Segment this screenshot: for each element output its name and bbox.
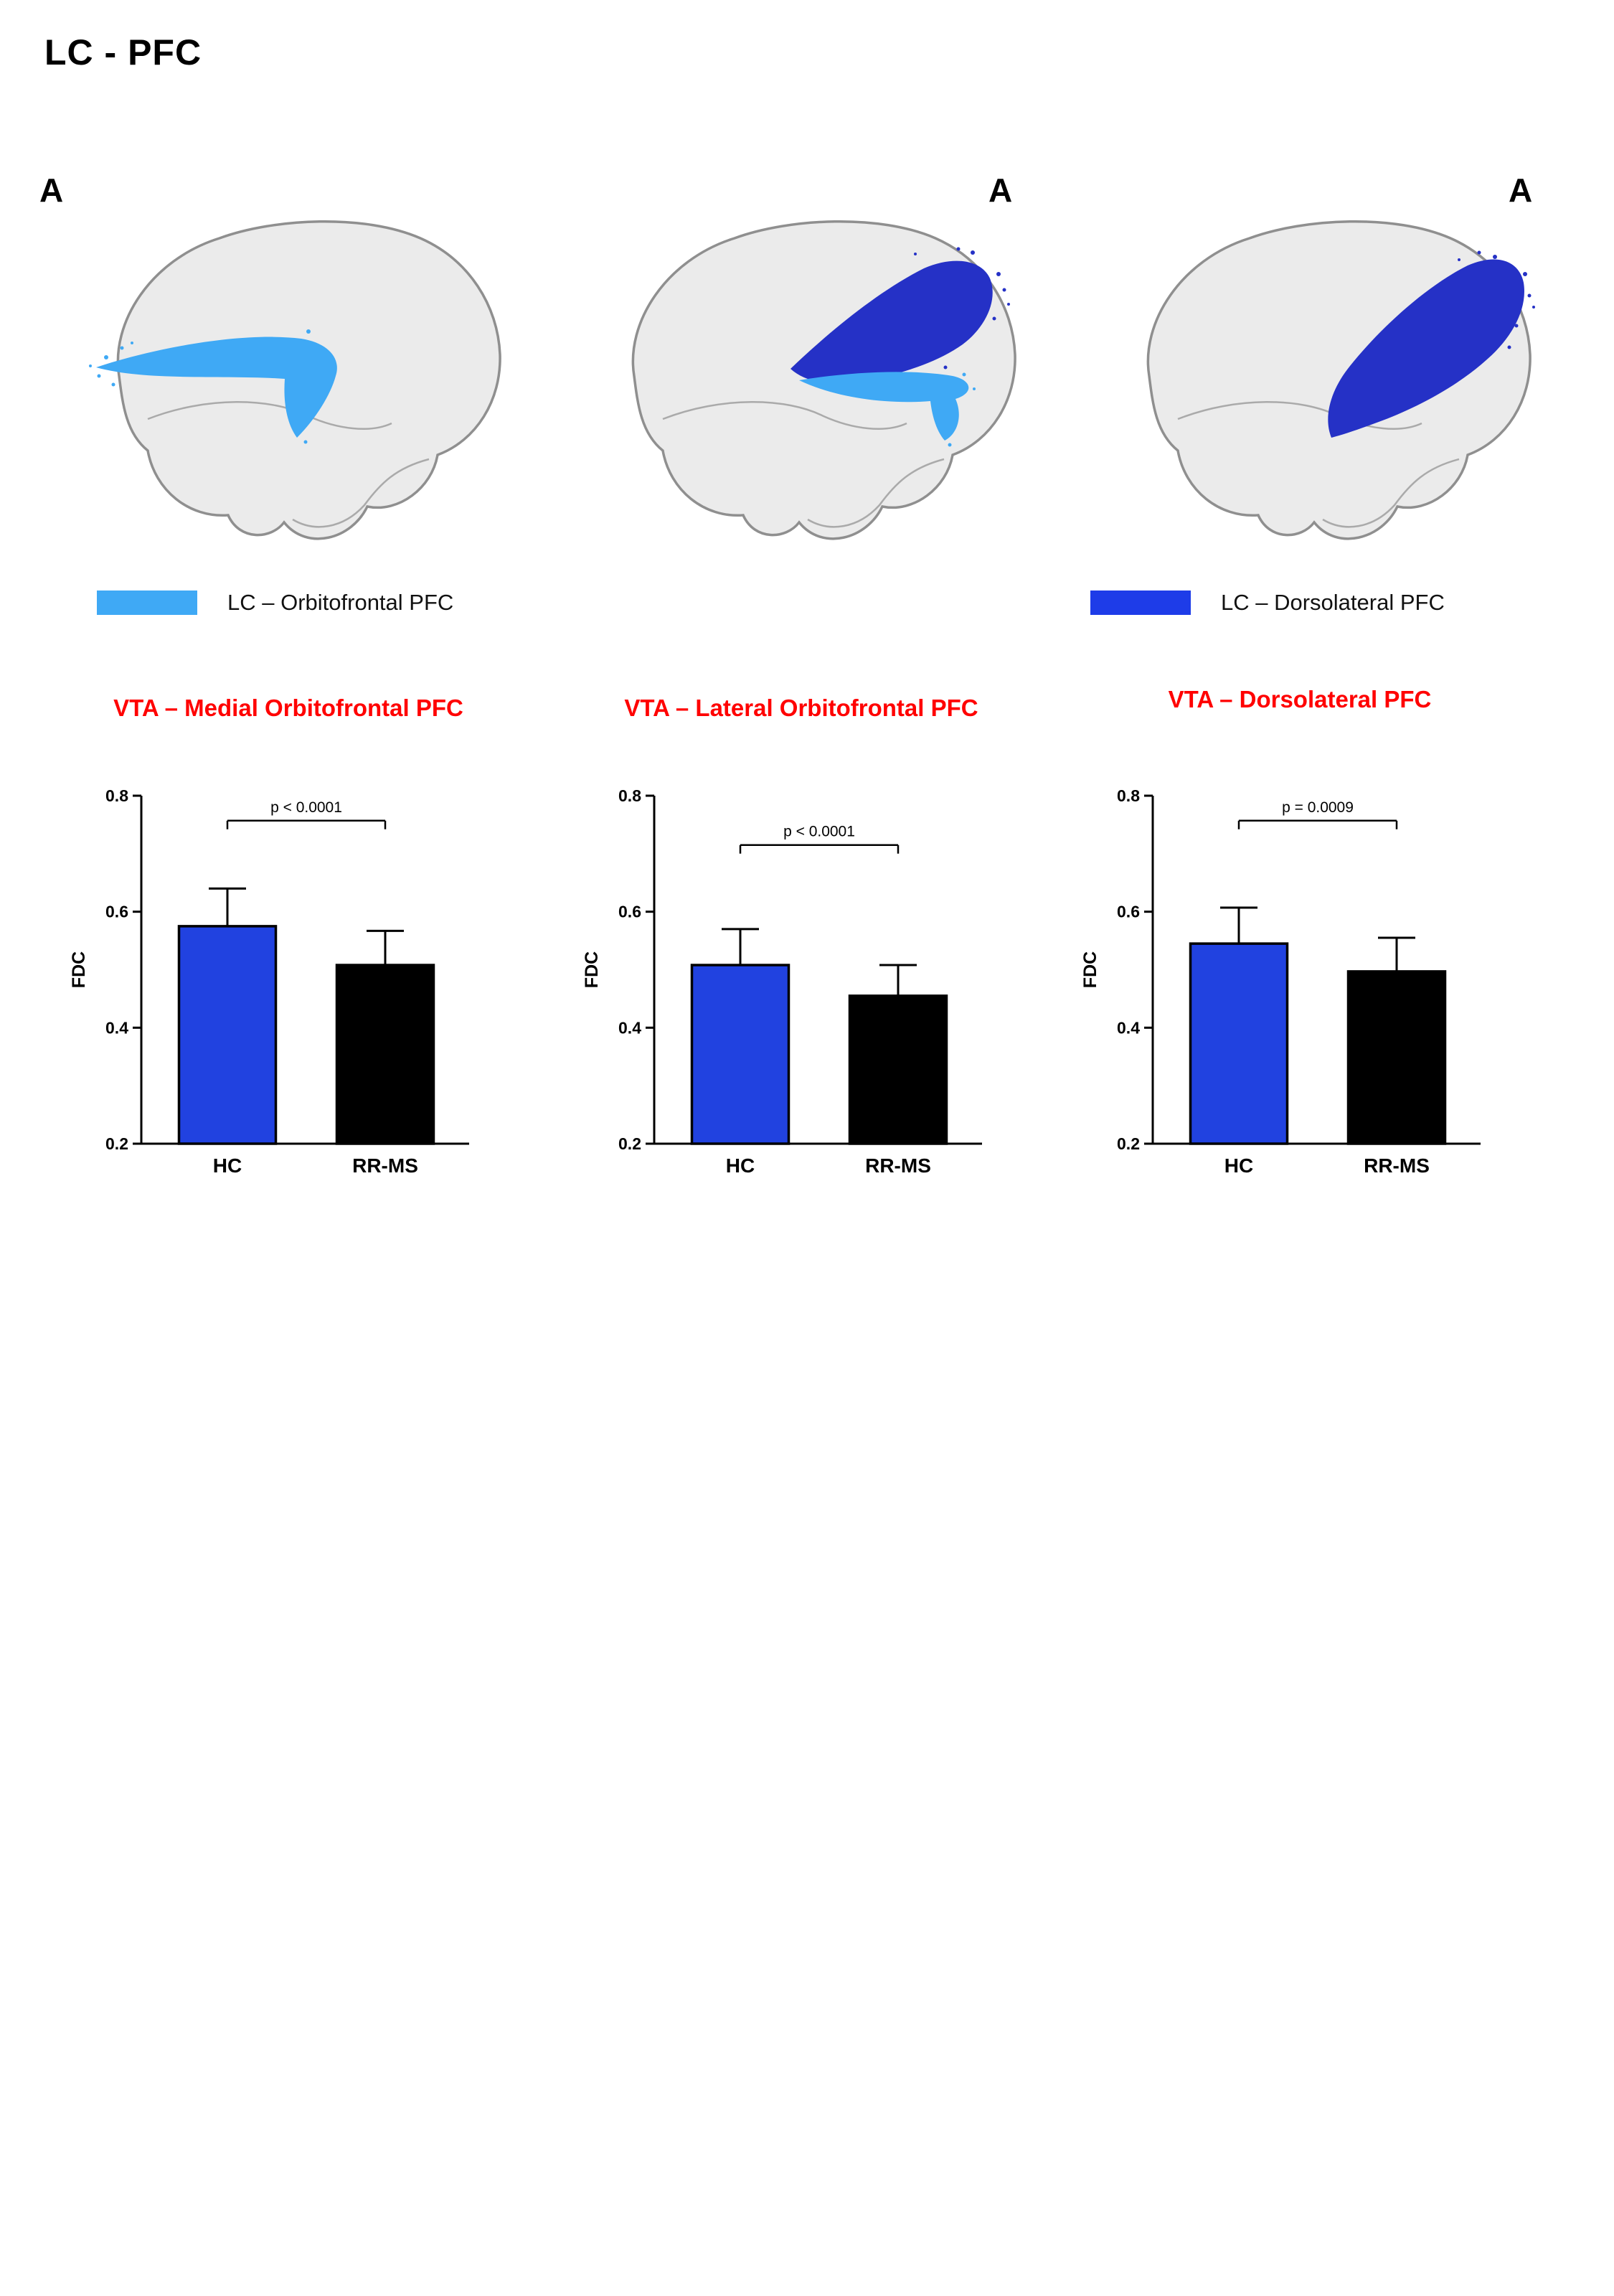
svg-text:0.8: 0.8 (105, 786, 128, 805)
chart-title-lateral-orbitofrontal: VTA – Lateral Orbitofrontal PFC (624, 695, 978, 721)
chart-title-medial-orbitofrontal: VTA – Medial Orbitofrontal PFC (113, 695, 463, 721)
svg-text:FDC: FDC (1080, 951, 1100, 988)
svg-text:0.4: 0.4 (105, 1018, 128, 1037)
cerebellum-line (807, 458, 945, 528)
svg-text:p = 0.0009: p = 0.0009 (1282, 799, 1354, 816)
svg-text:RR-MS: RR-MS (352, 1154, 418, 1177)
panel-label-a-3: A (1509, 171, 1533, 209)
svg-text:FDC: FDC (69, 951, 89, 988)
svg-text:FDC: FDC (582, 951, 602, 988)
svg-text:0.6: 0.6 (105, 903, 128, 921)
svg-text:RR-MS: RR-MS (865, 1154, 931, 1177)
brain-sagittal-dorsolateral (1146, 220, 1535, 540)
lateral-fissure-line (662, 401, 907, 430)
svg-text:HC: HC (213, 1154, 242, 1177)
svg-text:0.6: 0.6 (618, 903, 641, 921)
svg-text:p < 0.0001: p < 0.0001 (270, 799, 342, 816)
legend-orbitofrontal: LC – Orbitofrontal PFC (97, 590, 453, 616)
svg-text:RR-MS: RR-MS (1364, 1154, 1430, 1177)
legend-label-dorsolateral: LC – Dorsolateral PFC (1221, 590, 1445, 615)
svg-text:0.2: 0.2 (105, 1134, 128, 1153)
brain-sagittal-orbitofrontal (89, 220, 501, 540)
legend-dorsolateral: LC – Dorsolateral PFC (1090, 590, 1445, 616)
legend-swatch-dorsolateral (1090, 591, 1191, 615)
svg-text:0.8: 0.8 (618, 786, 641, 805)
svg-text:0.2: 0.2 (618, 1134, 641, 1153)
lc-dorsolateral-tract (1328, 250, 1535, 438)
bar-chart-dorsolateral: 0.2 0.4 0.6 0.8 HC RR-MS p = 0.0009 FDC (1080, 786, 1481, 1177)
legend-swatch-orbitofrontal (97, 591, 197, 615)
lc-orbitofrontal-tract (89, 329, 337, 444)
svg-text:HC: HC (726, 1154, 755, 1177)
lc-dorsolateral-tract (791, 247, 1010, 384)
bar-chart-lateral-orbitofrontal: 0.2 0.4 0.6 0.8 HC RR-MS p < 0.0001 FDC (582, 786, 982, 1177)
svg-text:0.6: 0.6 (1117, 903, 1140, 921)
svg-text:0.4: 0.4 (1117, 1018, 1140, 1037)
panel-label-a-1: A (39, 171, 64, 209)
legend-label-orbitofrontal: LC – Orbitofrontal PFC (227, 590, 454, 615)
brain-sagittal-both-tracts (631, 220, 1016, 540)
bar-chart-medial-orbitofrontal: 0.2 0.4 0.6 0.8 HC RR-MS p < 0.0001 FDC (69, 786, 469, 1177)
svg-text:HC: HC (1224, 1154, 1253, 1177)
cerebellum-line (292, 458, 430, 528)
svg-text:p < 0.0001: p < 0.0001 (783, 824, 855, 840)
svg-text:0.4: 0.4 (618, 1018, 641, 1037)
chart-title-dorsolateral: VTA – Dorsolateral PFC (1168, 686, 1432, 712)
svg-text:0.2: 0.2 (1117, 1134, 1140, 1153)
cerebellum-line (1322, 458, 1460, 528)
panel-label-a-2: A (988, 171, 1013, 209)
figure-title: LC - PFC (44, 32, 202, 72)
lc-orbitofrontal-tract (799, 372, 976, 447)
svg-text:0.8: 0.8 (1117, 786, 1140, 805)
